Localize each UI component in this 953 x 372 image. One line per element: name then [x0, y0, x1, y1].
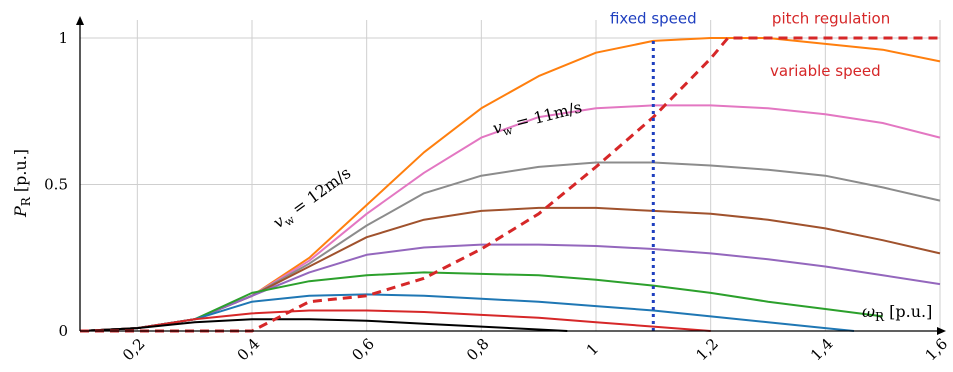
- curve-label-value: = 11m/s: [509, 97, 584, 133]
- x-tick-label-5: 1,2: [692, 335, 722, 365]
- y-axis-label: PR [p.u.]: [11, 149, 33, 218]
- y-tick-label-1: 0.5: [44, 176, 68, 194]
- annotation-text-2: variable speed: [770, 62, 881, 80]
- series-line-2: [79, 161, 941, 332]
- x-tick-label-3: 0,8: [463, 335, 493, 365]
- curve-label-subscript: w: [502, 124, 515, 139]
- x-tick-label-6: 1,4: [807, 335, 837, 365]
- series-line-6: [79, 293, 855, 332]
- y-tick-label-0: 0: [58, 322, 68, 340]
- series-line-5: [79, 271, 883, 332]
- series-line-7: [79, 309, 711, 332]
- curve-label-symbol: v: [491, 117, 504, 138]
- y-tick-label-2: 1: [58, 29, 68, 47]
- y-axis-label-symbol: P: [11, 206, 30, 218]
- x-tick-label-0: 0,2: [119, 335, 149, 365]
- curve-label-0: vw = 12m/s: [269, 163, 356, 234]
- x-axis-label-unit: [p.u.]: [884, 302, 932, 321]
- annotations: fixed speed pitch regulation variable spee…: [269, 9, 890, 234]
- x-tick-label-2: 0,6: [348, 335, 378, 365]
- axes: [76, 16, 946, 335]
- series-variable-speed-line: [80, 36, 940, 333]
- x-tick-label-4: 1: [583, 340, 602, 359]
- series-line-8: [79, 318, 568, 332]
- y-axis-label-subscript: R: [19, 196, 33, 206]
- y-axis-arrow: [76, 16, 84, 25]
- y-axis-label-unit: [p.u.]: [11, 149, 30, 197]
- x-tick-label-7: 1,6: [922, 335, 952, 365]
- series-line-4: [79, 243, 941, 332]
- x-axis-label: ωR [p.u.]: [862, 302, 932, 324]
- x-axis-label-subscript: R: [875, 310, 885, 324]
- x-axis-label-symbol: ω: [862, 302, 875, 321]
- series-layer: [79, 36, 941, 333]
- x-axis-arrow: [937, 327, 946, 335]
- annotation-text-1: pitch regulation: [772, 9, 890, 27]
- series-line-1: [79, 104, 941, 332]
- curve-label-value: = 12m/s: [284, 163, 354, 221]
- curve-label-1: vw = 11m/s: [491, 97, 585, 140]
- annotation-text-0: fixed speed: [610, 9, 697, 27]
- x-tick-label-1: 0,4: [234, 335, 264, 365]
